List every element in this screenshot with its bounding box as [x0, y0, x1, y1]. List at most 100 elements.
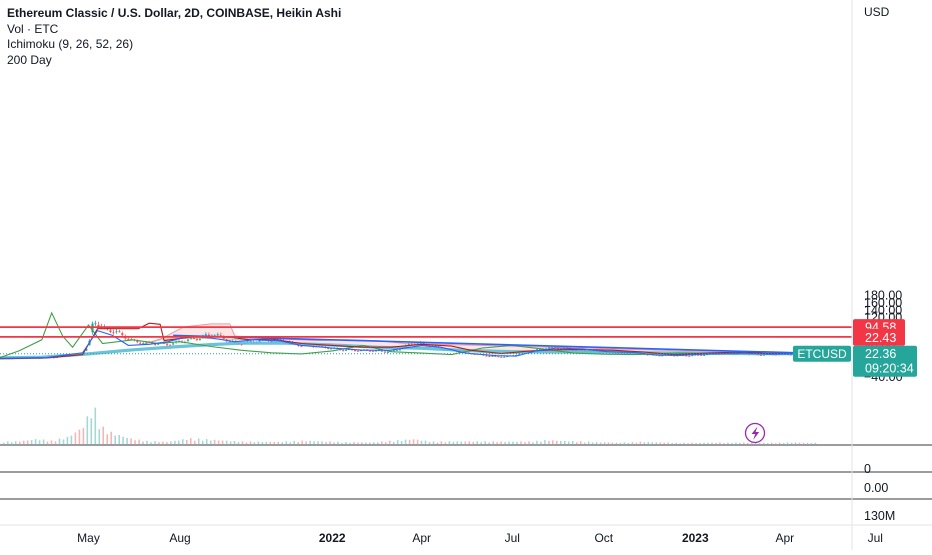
volume-bar	[747, 443, 749, 444]
volume-bar	[735, 443, 737, 445]
volume-bar	[71, 436, 73, 444]
volume-bar	[437, 442, 439, 444]
volume-bar	[588, 442, 590, 445]
candle-body	[345, 350, 347, 351]
candle-body	[357, 351, 359, 352]
flash-button[interactable]	[746, 424, 765, 443]
volume-bar	[715, 443, 717, 444]
candle-body	[330, 349, 332, 350]
volume-bar	[572, 441, 574, 444]
time-tick-label: Oct	[594, 531, 613, 545]
volume-bar	[43, 440, 45, 445]
candle-body	[300, 346, 302, 347]
volume-bar	[476, 441, 478, 444]
volume-bar	[186, 440, 188, 444]
volume-bar	[596, 442, 598, 444]
volume-bar	[592, 442, 594, 444]
candle-body	[220, 335, 222, 336]
volume-bar	[640, 442, 642, 444]
volume-bar	[134, 440, 136, 444]
time-tick-label: Apr	[775, 531, 794, 545]
volume-bar	[158, 442, 160, 444]
volume-bar	[532, 442, 534, 444]
indicator-lines	[0, 313, 829, 359]
volume-bar	[624, 442, 626, 444]
last-price-label: 22.36	[865, 347, 896, 361]
volume-bar	[27, 440, 29, 444]
volume-bar	[504, 442, 506, 444]
candle-body	[688, 356, 690, 357]
volume-bar	[377, 442, 379, 444]
candle-body	[187, 340, 189, 341]
volume-bar	[150, 442, 152, 444]
volume-bar	[321, 441, 323, 444]
chart-title: Ethereum Classic / U.S. Dollar, 2D, COIN…	[7, 6, 341, 22]
volume-bar	[465, 442, 467, 445]
legend-ichimoku[interactable]: Ichimoku (9, 26, 52, 26)	[7, 37, 341, 53]
candle-body	[342, 350, 344, 351]
volume-bar	[787, 442, 789, 444]
volume-bar	[568, 442, 570, 445]
volume-bar	[719, 443, 721, 445]
volume-bar	[500, 441, 502, 444]
volume-bar	[174, 441, 176, 444]
volume-bar	[453, 442, 455, 444]
volume-bar	[616, 443, 618, 444]
candle-body	[500, 357, 502, 358]
legend-volume[interactable]: Vol · ETC	[7, 22, 341, 38]
candle-body	[503, 357, 505, 358]
volume-bar	[576, 442, 578, 444]
volume-bar	[604, 442, 606, 444]
volume-bar	[75, 433, 77, 445]
volume-bar	[620, 443, 622, 444]
volume-bar	[544, 440, 546, 444]
volume-bar	[250, 441, 252, 444]
candle-body	[685, 356, 687, 357]
volume-bar	[496, 442, 498, 444]
volume-bar	[632, 442, 634, 444]
volume-bars	[3, 408, 816, 444]
candle-body	[551, 347, 553, 348]
volume-bar	[556, 441, 558, 444]
volume-bar	[763, 443, 765, 444]
candle-body	[142, 343, 144, 344]
volume-bar	[353, 442, 355, 444]
time-tick-label: 2022	[319, 531, 346, 545]
volume-bar	[286, 441, 288, 444]
volume-bar	[293, 441, 295, 444]
volume-bar	[548, 441, 550, 444]
volume-bar	[254, 442, 256, 444]
volume-bar	[600, 442, 602, 444]
candle-body	[109, 330, 111, 332]
candle-body	[408, 344, 410, 345]
candle-body	[121, 333, 123, 335]
volume-bar	[540, 442, 542, 444]
volume-bar	[373, 442, 375, 444]
chart-legend: Ethereum Classic / U.S. Dollar, 2D, COIN…	[7, 6, 341, 68]
volume-bar	[349, 443, 351, 444]
legend-ma200[interactable]: 200 Day	[7, 53, 341, 69]
volume-bar	[87, 416, 89, 444]
candle-body	[154, 344, 156, 345]
volume-bar	[520, 441, 522, 444]
volume-bar	[524, 442, 526, 444]
candle-body	[491, 356, 493, 357]
volume-bar	[389, 441, 391, 444]
volume-bar	[266, 442, 268, 444]
volume-bar	[445, 442, 447, 444]
volume-bar	[675, 443, 677, 444]
volume-bar	[528, 441, 530, 444]
volume-bar	[317, 441, 319, 444]
candle-body	[700, 355, 702, 356]
volume-bar	[771, 443, 773, 444]
volume-bar	[198, 439, 200, 444]
symbol-tag-label[interactable]: ETCUSD	[797, 347, 847, 361]
volume-bar	[799, 443, 801, 444]
volume-bar	[154, 441, 156, 444]
indicator-value-label: 22.43	[865, 331, 896, 345]
volume-bar	[679, 443, 681, 444]
candle-body	[485, 356, 487, 357]
